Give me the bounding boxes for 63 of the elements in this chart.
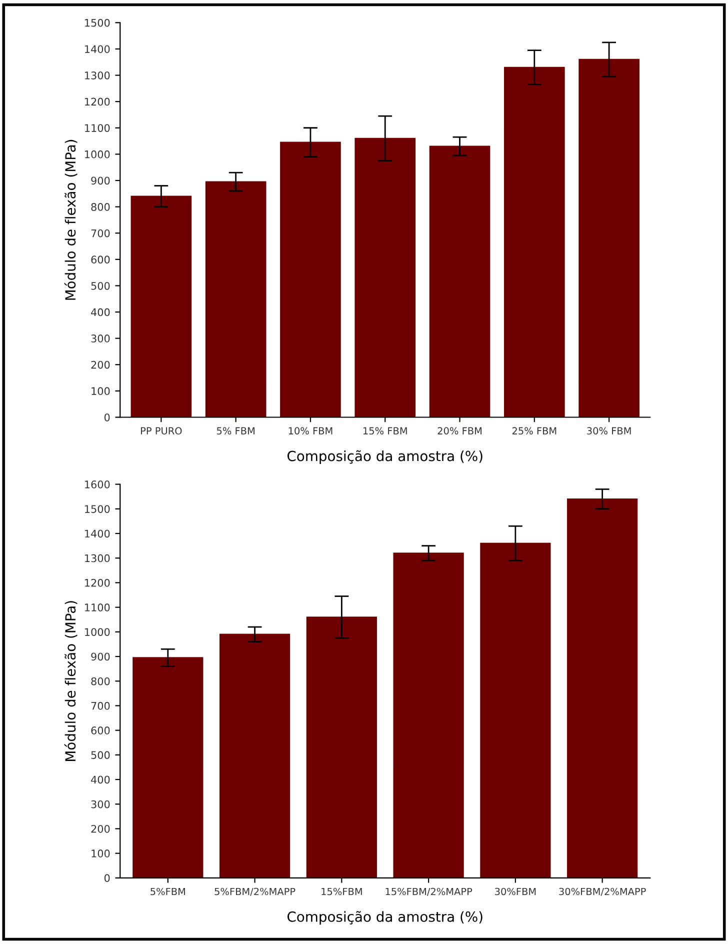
x-axis-title: Composição da amostra (%) xyxy=(287,910,482,925)
x-axis-title: Composição da amostra (%) xyxy=(287,450,482,464)
bar xyxy=(354,138,416,418)
y-axis-title: Módulo de flexão (MPa) xyxy=(64,140,78,300)
x-tick-label: 15%FBM xyxy=(322,888,362,896)
bar xyxy=(132,657,204,878)
x-tick-label: 5% FBM xyxy=(216,427,254,434)
y-tick-label: 500 xyxy=(91,282,110,290)
y-tick-label: 800 xyxy=(91,677,110,686)
bar xyxy=(393,552,464,878)
x-tick-label: 30%FBM/2%MAPP xyxy=(559,888,646,896)
x-tick-label: 20% FBM xyxy=(438,427,482,434)
y-tick-label: 1500 xyxy=(85,18,110,27)
bar xyxy=(578,58,640,418)
bar xyxy=(567,498,638,878)
y-tick-label: 900 xyxy=(91,652,110,661)
bar xyxy=(219,634,290,878)
y-tick-label: 400 xyxy=(91,308,110,316)
y-tick-label: 700 xyxy=(91,229,110,238)
y-tick-label: 100 xyxy=(92,850,110,858)
y-tick-label: 1000 xyxy=(85,150,110,158)
y-tick-label: 600 xyxy=(91,726,110,734)
y-tick-label: 1200 xyxy=(85,98,110,106)
bar xyxy=(429,146,490,418)
bar xyxy=(130,196,192,418)
x-tick-label: 5%FBM xyxy=(150,888,185,896)
x-tick-label: 15%FBM/2%MAPP xyxy=(386,888,472,896)
y-tick-label: 1300 xyxy=(85,554,110,562)
y-tick-label: 1600 xyxy=(85,480,110,488)
y-tick-label: 900 xyxy=(91,176,110,185)
y-tick-label: 200 xyxy=(91,824,110,833)
x-tick-label: 30% FBM xyxy=(587,427,631,434)
y-tick-label: 0 xyxy=(104,874,110,882)
bar xyxy=(280,142,341,418)
x-tick-label: 30%FBM xyxy=(495,888,536,896)
y-tick-label: 1200 xyxy=(85,578,110,587)
x-tick-label: 15% FBM xyxy=(364,427,407,434)
y-tick-label: 600 xyxy=(91,256,110,264)
y-tick-label: 300 xyxy=(91,800,110,808)
bar xyxy=(480,542,551,878)
y-tick-label: 1400 xyxy=(85,530,110,538)
x-tick-label: PP PURO xyxy=(141,427,182,434)
y-tick-label: 1500 xyxy=(85,505,110,513)
y-tick-label: 700 xyxy=(91,702,110,710)
y-tick-label: 100 xyxy=(92,387,110,396)
x-tick-label: 25% FBM xyxy=(512,427,556,434)
y-tick-label: 400 xyxy=(91,776,110,784)
bar xyxy=(504,66,565,418)
y-tick-label: 1300 xyxy=(85,71,110,80)
bar xyxy=(205,181,266,418)
y-axis-title: Módulo de flexão (MPa) xyxy=(64,601,78,761)
y-tick-label: 1100 xyxy=(85,124,110,132)
y-tick-label: 1100 xyxy=(85,604,110,612)
x-tick-label: 5%FBM/2%MAPP xyxy=(214,888,296,896)
y-tick-label: 200 xyxy=(91,360,110,369)
y-tick-label: 0 xyxy=(104,413,110,422)
y-tick-label: 1400 xyxy=(85,45,110,54)
y-tick-label: 500 xyxy=(91,751,110,760)
x-tick-label: 10% FBM xyxy=(288,427,332,434)
bar xyxy=(306,616,377,878)
y-tick-label: 800 xyxy=(91,203,110,211)
y-tick-label: 1000 xyxy=(85,628,110,636)
y-tick-label: 300 xyxy=(91,334,110,342)
